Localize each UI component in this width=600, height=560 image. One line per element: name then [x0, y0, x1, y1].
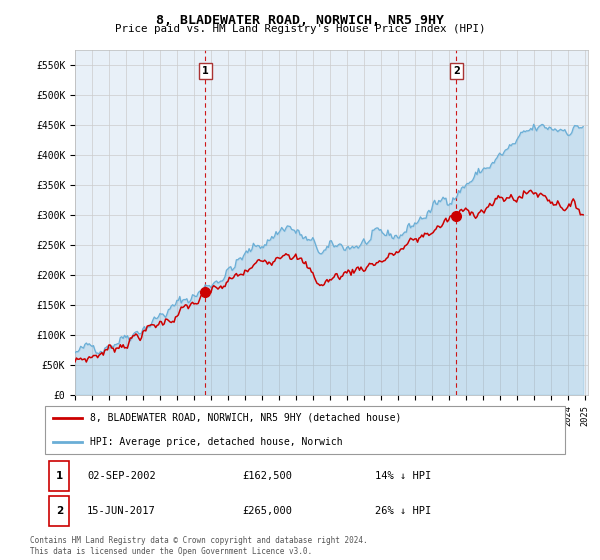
- Text: 8, BLADEWATER ROAD, NORWICH, NR5 9HY (detached house): 8, BLADEWATER ROAD, NORWICH, NR5 9HY (de…: [89, 413, 401, 423]
- Text: 2: 2: [453, 67, 460, 76]
- Text: 8, BLADEWATER ROAD, NORWICH, NR5 9HY: 8, BLADEWATER ROAD, NORWICH, NR5 9HY: [156, 14, 444, 27]
- Text: 02-SEP-2002: 02-SEP-2002: [87, 471, 155, 481]
- Text: 2: 2: [56, 506, 63, 516]
- Text: 1: 1: [202, 67, 209, 76]
- Text: HPI: Average price, detached house, Norwich: HPI: Average price, detached house, Norw…: [89, 437, 342, 447]
- Text: 26% ↓ HPI: 26% ↓ HPI: [374, 506, 431, 516]
- Text: 15-JUN-2017: 15-JUN-2017: [87, 506, 155, 516]
- Text: 1: 1: [56, 471, 63, 481]
- Text: £162,500: £162,500: [242, 471, 293, 481]
- FancyBboxPatch shape: [49, 496, 70, 526]
- FancyBboxPatch shape: [44, 406, 565, 454]
- FancyBboxPatch shape: [49, 461, 70, 491]
- Text: £265,000: £265,000: [242, 506, 293, 516]
- Text: 14% ↓ HPI: 14% ↓ HPI: [374, 471, 431, 481]
- Text: Contains HM Land Registry data © Crown copyright and database right 2024.
This d: Contains HM Land Registry data © Crown c…: [30, 536, 368, 556]
- Text: Price paid vs. HM Land Registry's House Price Index (HPI): Price paid vs. HM Land Registry's House …: [115, 24, 485, 34]
